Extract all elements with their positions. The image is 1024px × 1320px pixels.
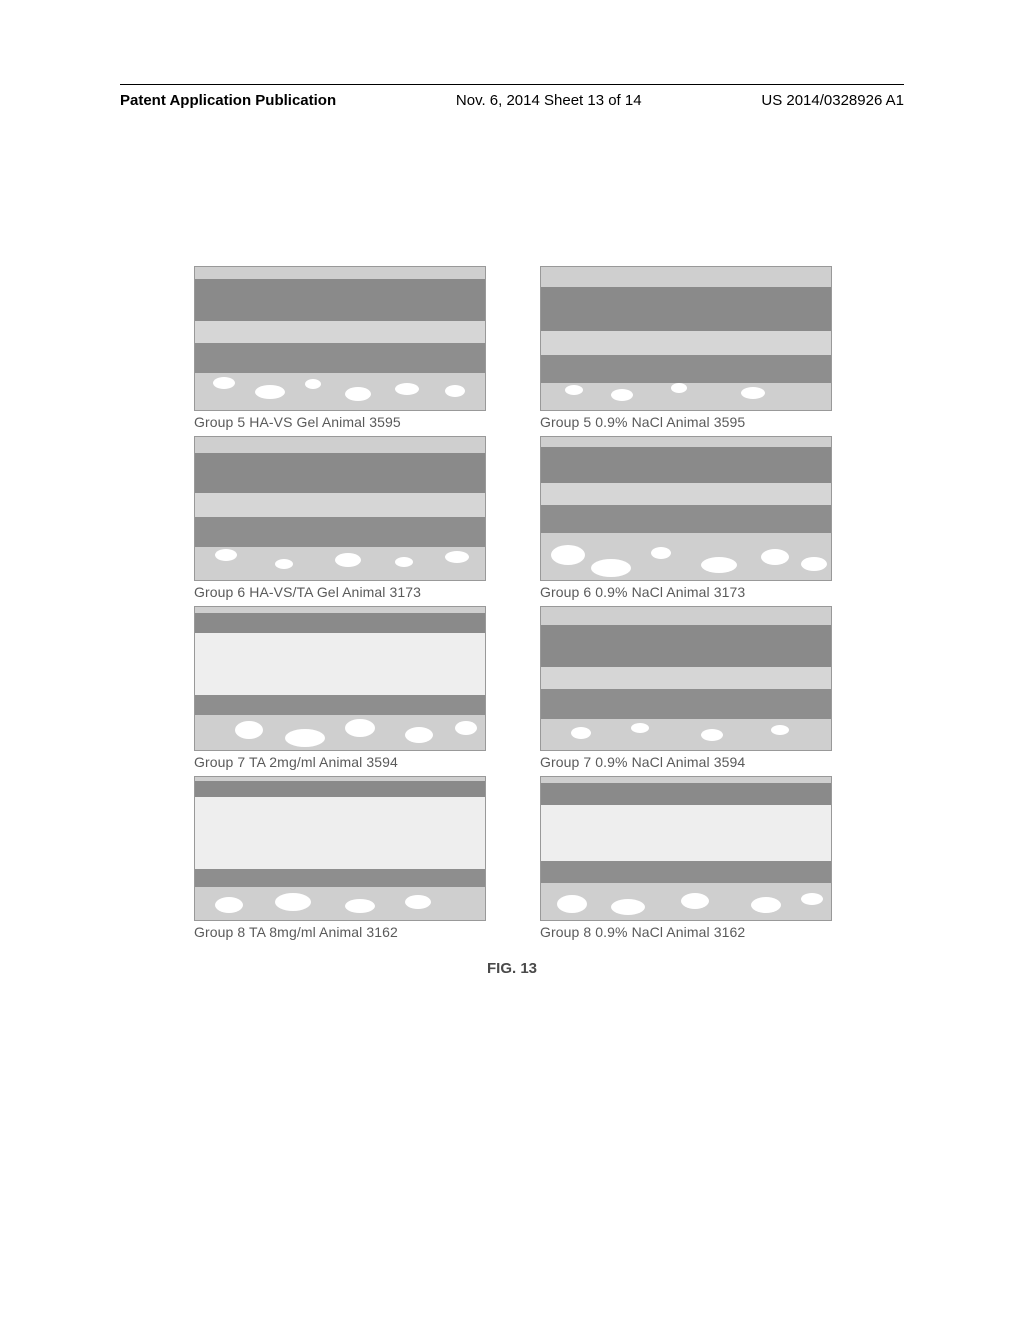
figure-cell: Group 5 0.9% NaCl Animal 3595	[540, 266, 832, 430]
histology-panel	[540, 266, 832, 411]
panel-caption: Group 5 0.9% NaCl Animal 3595	[540, 414, 832, 430]
histology-panel	[194, 436, 486, 581]
figure-cell: Group 8 0.9% NaCl Animal 3162	[540, 776, 832, 940]
header-right: US 2014/0328926 A1	[761, 92, 904, 109]
figure-cell: Group 5 HA-VS Gel Animal 3595	[194, 266, 486, 430]
figure-cell: Group 7 TA 2mg/ml Animal 3594	[194, 606, 486, 770]
panel-caption: Group 6 HA-VS/TA Gel Animal 3173	[194, 584, 486, 600]
histology-panel	[194, 776, 486, 921]
panel-caption: Group 8 0.9% NaCl Animal 3162	[540, 924, 832, 940]
header-center: Nov. 6, 2014 Sheet 13 of 14	[456, 92, 642, 109]
panel-caption: Group 5 HA-VS Gel Animal 3595	[194, 414, 486, 430]
panel-caption: Group 7 TA 2mg/ml Animal 3594	[194, 754, 486, 770]
histology-panel	[194, 266, 486, 411]
panel-caption: Group 7 0.9% NaCl Animal 3594	[540, 754, 832, 770]
figure-cell: Group 6 HA-VS/TA Gel Animal 3173	[194, 436, 486, 600]
panel-caption: Group 6 0.9% NaCl Animal 3173	[540, 584, 832, 600]
figure-cell: Group 6 0.9% NaCl Animal 3173	[540, 436, 832, 600]
figure-label: FIG. 13	[0, 960, 1024, 977]
page-header: Patent Application Publication Nov. 6, 2…	[120, 92, 904, 109]
figure-cell: Group 7 0.9% NaCl Animal 3594	[540, 606, 832, 770]
panel-caption: Group 8 TA 8mg/ml Animal 3162	[194, 924, 486, 940]
histology-panel	[194, 606, 486, 751]
histology-panel	[540, 436, 832, 581]
histology-panel	[540, 776, 832, 921]
figure-cell: Group 8 TA 8mg/ml Animal 3162	[194, 776, 486, 940]
header-rule	[120, 84, 904, 85]
histology-panel	[540, 606, 832, 751]
header-left: Patent Application Publication	[120, 92, 336, 109]
figure-grid: Group 5 HA-VS Gel Animal 3595 Group 5 0.9…	[194, 266, 832, 940]
